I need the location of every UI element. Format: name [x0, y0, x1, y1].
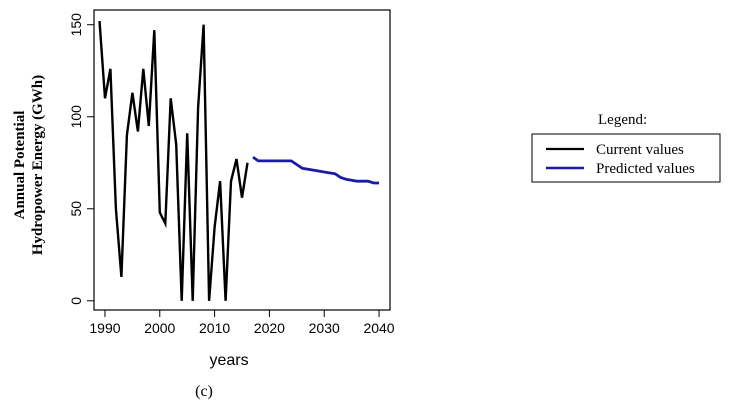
x-axis-label: years — [209, 352, 248, 369]
y-axis-label-line-1: Annual Potential — [12, 111, 28, 220]
x-axis: 1990 2000 2010 2020 2030 2040 — [89, 310, 395, 336]
legend: Legend: Current values Predicted values — [531, 112, 721, 183]
legend-title: Legend: — [598, 112, 647, 128]
x-tick-label: 1990 — [89, 320, 120, 336]
y-tick-label: 0 — [68, 297, 84, 305]
series-line-current — [98, 20, 249, 301]
x-tick-label: 2010 — [199, 320, 230, 336]
legend-entry-current: Current values — [596, 142, 684, 158]
series-line-predicted — [252, 156, 379, 185]
y-axis-label-line-2: Hydropower Energy (GWh) — [30, 75, 46, 255]
y-tick-label: 50 — [68, 201, 84, 217]
x-tick-label: 2000 — [144, 320, 175, 336]
series-layer — [98, 20, 379, 301]
legend-entry-predicted: Predicted values — [596, 161, 695, 177]
x-tick-label: 2040 — [363, 320, 394, 336]
plot-frame — [93, 9, 391, 311]
y-tick-label: 100 — [68, 105, 84, 129]
x-tick-label: 2030 — [309, 320, 340, 336]
x-tick-label: 2020 — [254, 320, 285, 336]
y-tick-label: 150 — [68, 13, 84, 37]
figure-caption: (c) — [195, 383, 213, 400]
legend-box — [531, 133, 721, 183]
y-axis: 0 50 100 150 — [68, 13, 94, 305]
